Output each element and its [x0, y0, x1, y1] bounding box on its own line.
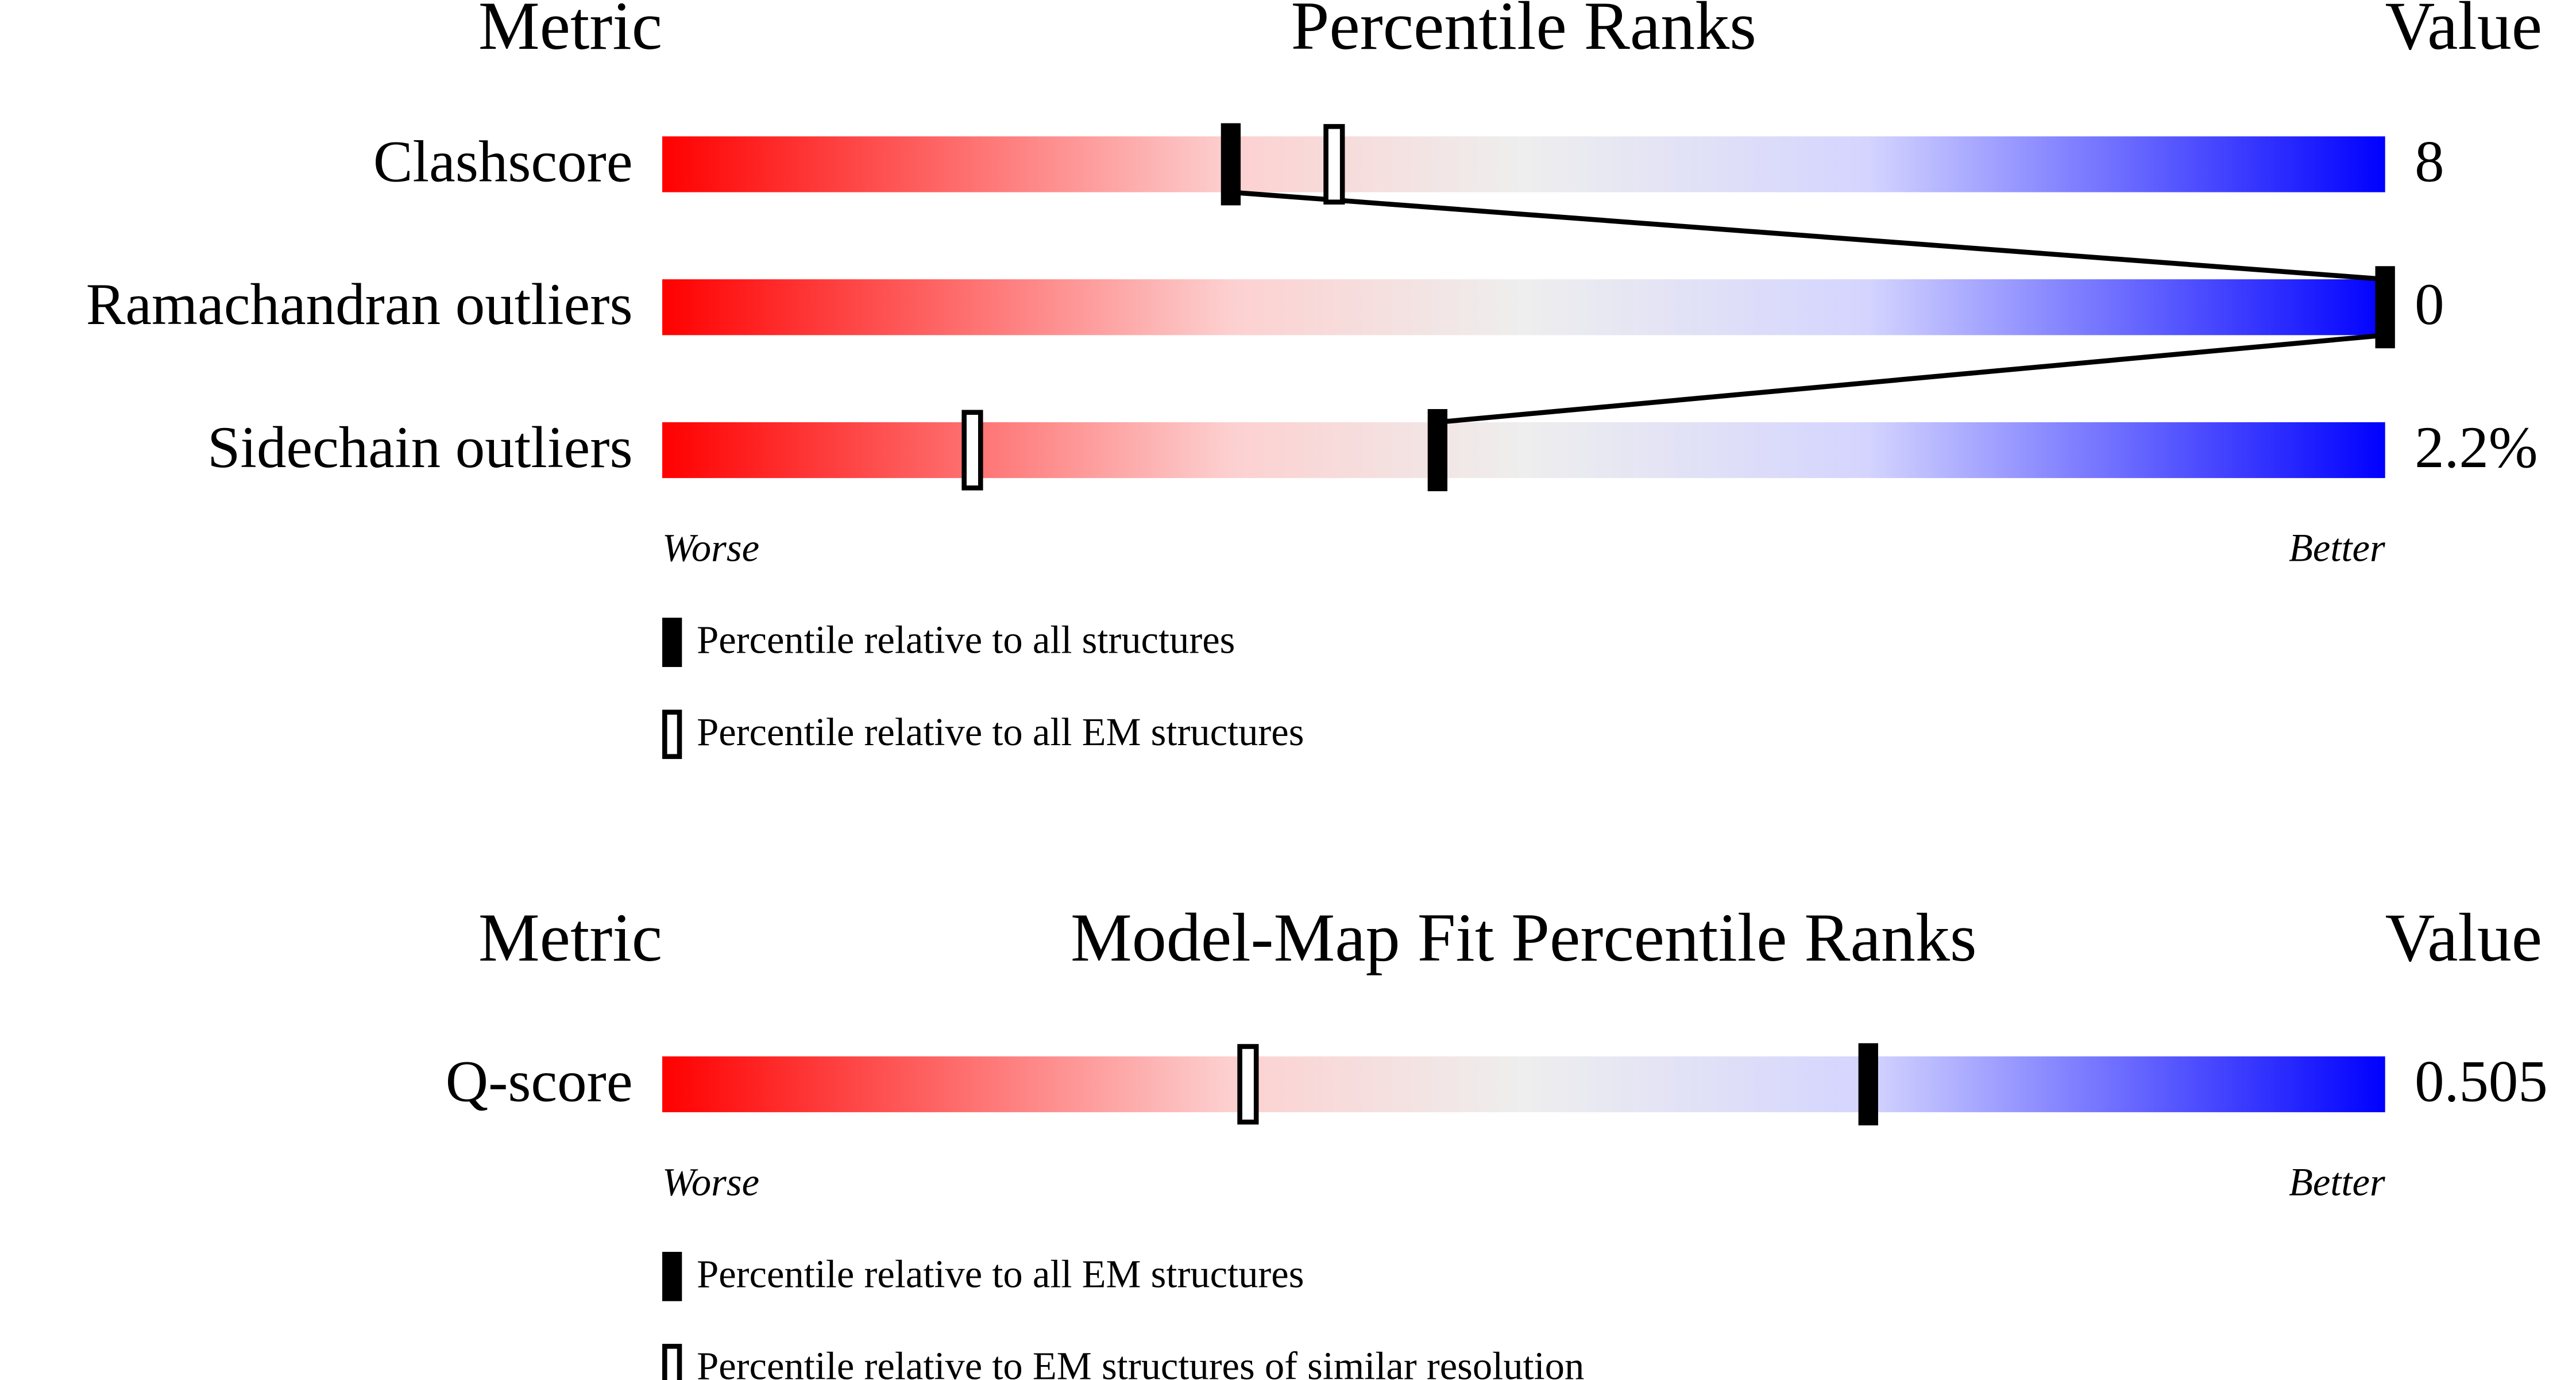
- axis-label: Better: [2289, 526, 2385, 570]
- percentile-bar: [662, 136, 2385, 192]
- connector: [1437, 333, 2386, 425]
- metric-value: 8: [2415, 129, 2444, 194]
- percentile-bar: [662, 1056, 2385, 1112]
- metric-label: Ramachandran outliers: [86, 272, 633, 337]
- column-header: Percentile Ranks: [1291, 0, 1756, 64]
- metric-label: Q-score: [446, 1049, 633, 1115]
- legend-icon: [662, 618, 682, 667]
- marker-filled: [2375, 266, 2395, 349]
- metric-label: Clashscore: [373, 129, 633, 194]
- connector: [1230, 190, 2385, 282]
- legend-icon: [662, 1251, 682, 1301]
- column-header: Model-Map Fit Percentile Ranks: [1071, 899, 1977, 976]
- metric-value: 0.505: [2415, 1049, 2548, 1115]
- legend-label: Percentile relative to EM structures of …: [697, 1344, 1584, 1380]
- marker-filled: [1858, 1043, 1878, 1125]
- column-header: Metric: [478, 0, 662, 64]
- column-header: Metric: [478, 899, 662, 976]
- column-header: Value: [2385, 899, 2542, 976]
- axis-label: Worse: [662, 526, 759, 570]
- axis-label: Better: [2289, 1160, 2385, 1204]
- metric-label: Sidechain outliers: [207, 415, 632, 480]
- percentile-bar: [662, 279, 2385, 336]
- legend-icon: [662, 710, 682, 760]
- percentile-bar: [662, 422, 2385, 479]
- legend-label: Percentile relative to all structures: [697, 618, 1235, 662]
- metric-value: 0: [2415, 272, 2444, 337]
- legend-icon: [662, 1344, 682, 1380]
- marker-hollow: [961, 410, 983, 491]
- legend-label: Percentile relative to all EM structures: [697, 1252, 1304, 1296]
- marker-filled: [1427, 409, 1448, 491]
- marker-filled: [1221, 123, 1241, 206]
- marker-hollow: [1237, 1044, 1259, 1125]
- column-header: Value: [2385, 0, 2542, 64]
- marker-hollow: [1323, 124, 1345, 205]
- legend-label: Percentile relative to all EM structures: [697, 710, 1304, 754]
- axis-label: Worse: [662, 1160, 759, 1204]
- metric-value: 2.2%: [2415, 415, 2538, 480]
